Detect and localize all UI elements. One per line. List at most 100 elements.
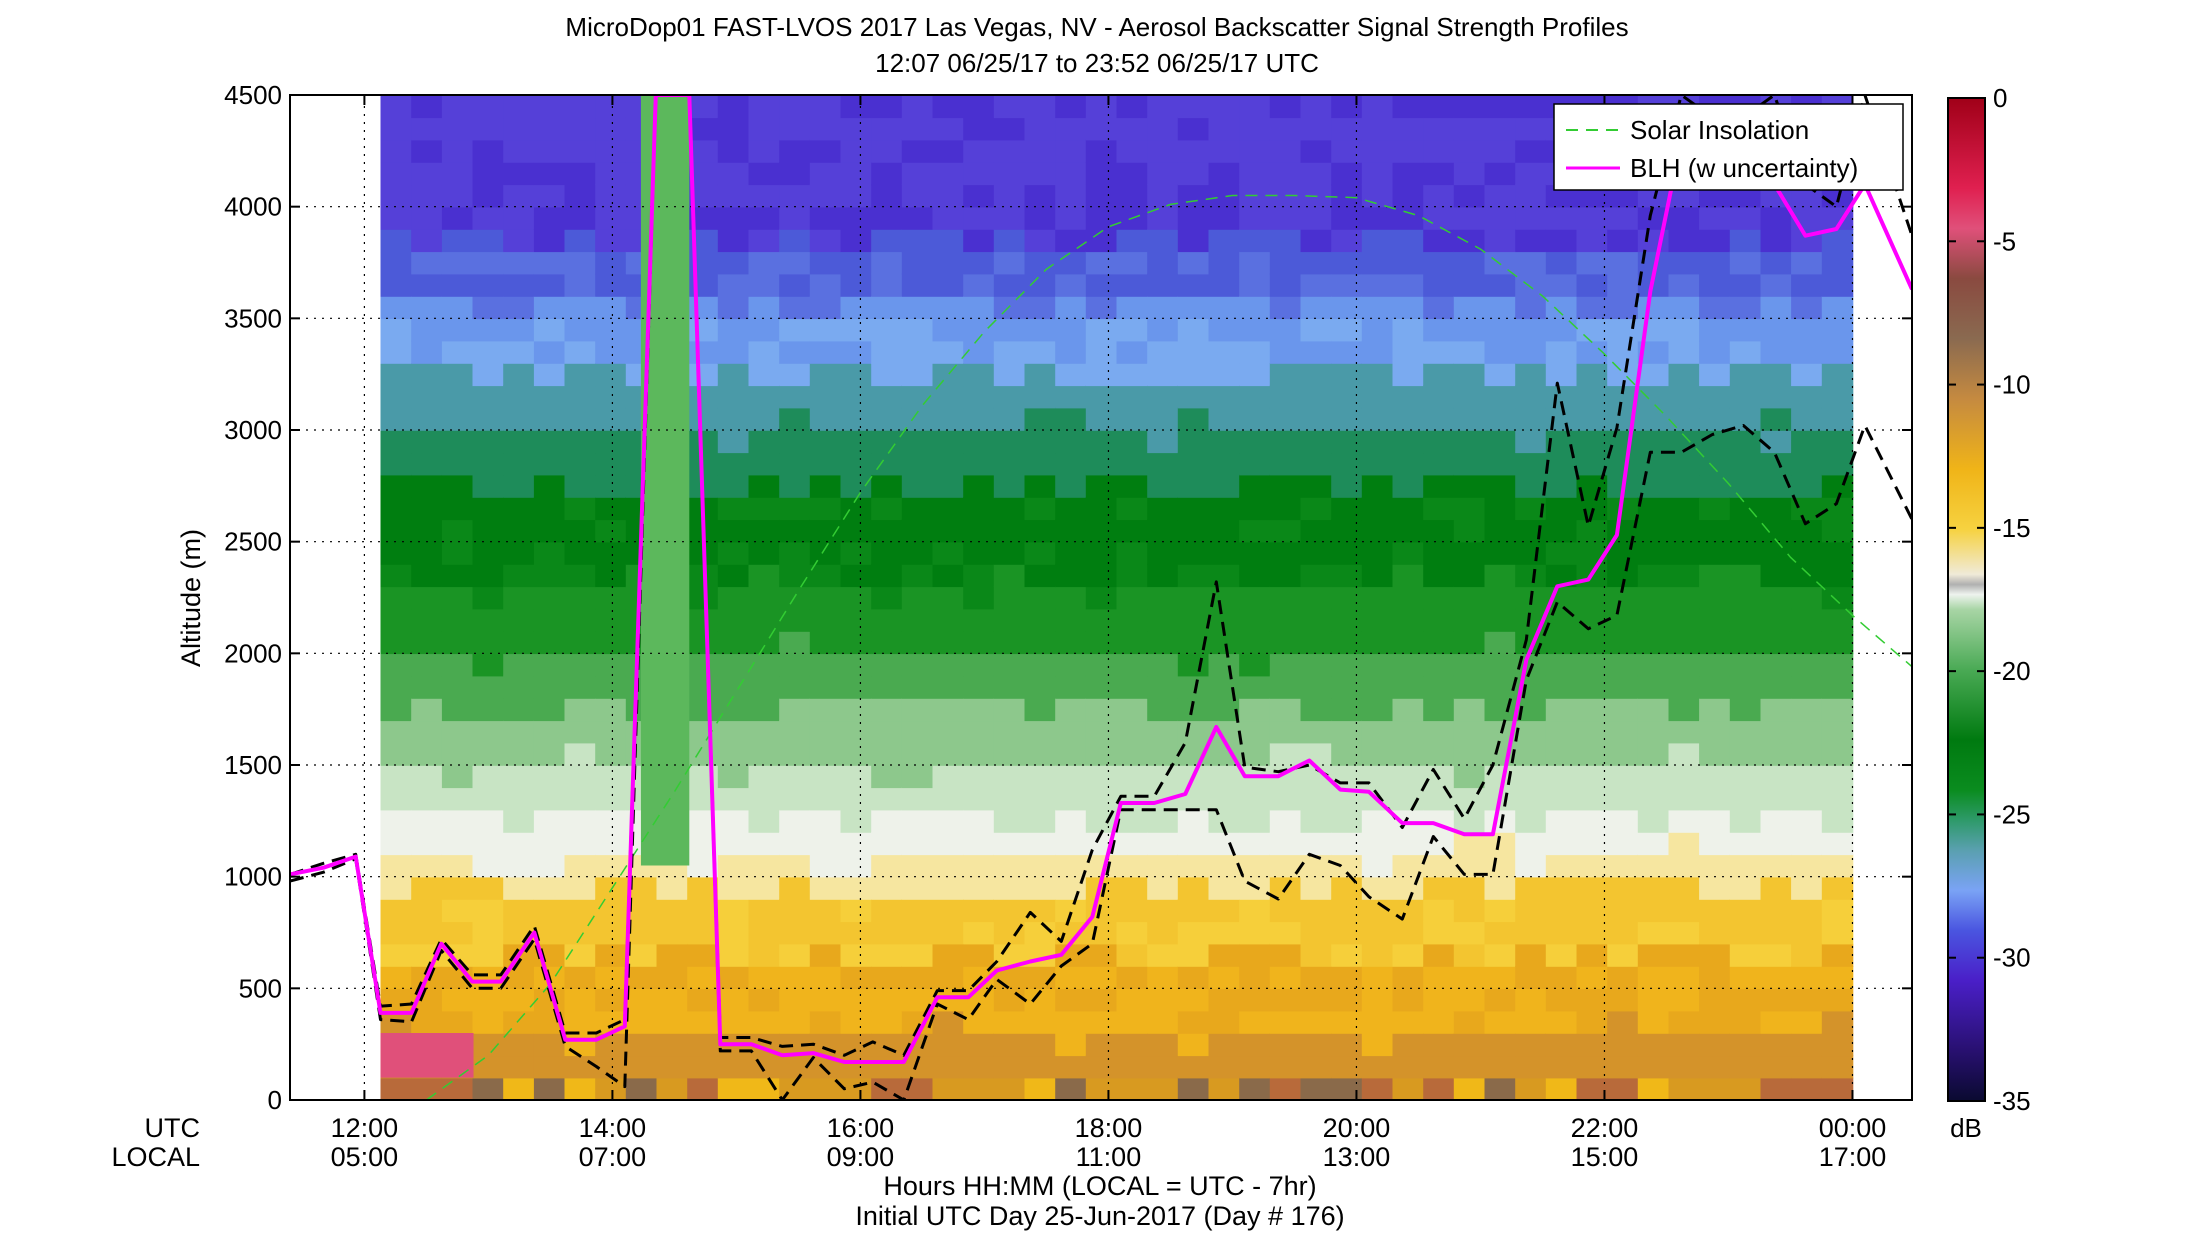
heatmap-cell [901,385,934,409]
heatmap-cell [993,474,1026,498]
heatmap-cell [411,698,443,722]
heatmap-cell [779,452,811,476]
heatmap-cell [1300,474,1332,498]
heatmap-cell [1208,206,1240,230]
heatmap-cell [1300,95,1332,119]
heatmap-cell [1699,1010,1731,1034]
legend: Solar Insolation BLH (w uncertainty) [1553,103,1904,191]
heatmap-cell [533,206,566,230]
heatmap-cell [687,943,719,967]
heatmap-cell [1361,318,1394,342]
heatmap-cell [472,1077,504,1100]
heatmap-cell [1791,966,1823,990]
heatmap-cell [809,139,842,163]
heatmap-cell [1361,832,1394,856]
heatmap-cell [1024,251,1056,275]
heatmap-cell [1515,385,1547,409]
heatmap-cell [1147,854,1179,878]
heatmap-cell [687,1077,719,1100]
heatmap-cell [1668,631,1700,655]
heatmap-cell [503,631,535,655]
heatmap-cell [1515,921,1547,945]
heatmap-cell [1637,206,1670,230]
heatmap-cell [441,720,474,744]
heatmap-cell [1208,184,1240,208]
heatmap-cell [1331,318,1363,342]
heatmap-cell [1760,653,1792,677]
heatmap-cell [963,430,995,454]
heatmap-cell [1791,653,1823,677]
heatmap-cell [411,809,443,833]
heatmap-cell [411,787,443,811]
heatmap-cell [779,363,811,387]
heatmap-cell [411,854,443,878]
heatmap-cell [1760,966,1792,990]
heatmap-cell [1423,162,1455,186]
heatmap-cell [472,988,504,1012]
heatmap-cell [1453,765,1486,789]
heatmap-cell [1515,966,1547,990]
heatmap-cell [1637,407,1670,431]
heatmap-cell [595,854,627,878]
heatmap-cell [1300,608,1332,632]
heatmap-cell [1055,206,1087,230]
heatmap-cell [1024,1077,1056,1100]
heatmap-cell [1208,921,1240,945]
heatmap-cell [748,497,780,521]
heatmap-cell [1331,988,1363,1012]
heatmap-cell [871,876,903,900]
heatmap-cell [1423,653,1455,677]
heatmap-cell [1545,363,1578,387]
heatmap-cell [932,921,964,945]
heatmap-cell [1515,519,1547,543]
heatmap-cell [441,363,474,387]
heatmap-cell [1300,296,1332,320]
heatmap-cell [932,184,964,208]
heatmap-cell [1484,876,1516,900]
heatmap-cell [1791,832,1823,856]
heatmap-cell [1361,854,1394,878]
heatmap-cell [1208,340,1240,364]
heatmap-cell [932,586,964,610]
heatmap-cell [1208,966,1240,990]
heatmap-cell [748,95,780,119]
heatmap-cell [1576,787,1608,811]
heatmap-cell [564,653,596,677]
heatmap-cell [1607,229,1639,253]
heatmap-cell [779,742,811,766]
heatmap-cell [1177,631,1210,655]
heatmap-cell [1300,899,1332,923]
heatmap-cell [993,430,1026,454]
heatmap-cell [779,787,811,811]
heatmap-cell [932,206,964,230]
colorbar-tick-label: -25 [1993,799,2031,829]
heatmap-cell [1147,452,1179,476]
heatmap-cell [1515,943,1547,967]
heatmap-cell [963,497,995,521]
heatmap-cell [1668,318,1700,342]
heatmap-cell [1760,765,1792,789]
heatmap-cell [1269,809,1302,833]
heatmap-cell [871,117,903,141]
heatmap-cell [1085,139,1118,163]
heatmap-cell [748,988,780,1012]
heatmap-cell [717,564,750,588]
heatmap-cell [1055,631,1087,655]
heatmap-cell [687,698,719,722]
x-tick-label-local: 13:00 [1323,1142,1391,1172]
heatmap-cell [1361,809,1394,833]
heatmap-cell [1147,497,1179,521]
heatmap-cell [1116,139,1148,163]
heatmap-cell [1760,1077,1792,1100]
heatmap-cell [779,296,811,320]
heatmap-cell [1423,430,1455,454]
heatmap-cell [533,340,566,364]
heatmap-cell [1637,854,1670,878]
heatmap-cell [1699,1077,1731,1100]
heatmap-cell [932,95,964,119]
heatmap-cell [1116,809,1148,833]
heatmap-cell [1361,1055,1394,1079]
heatmap-cell [993,720,1026,744]
heatmap-cell [932,296,964,320]
heatmap-cell [1392,251,1424,275]
